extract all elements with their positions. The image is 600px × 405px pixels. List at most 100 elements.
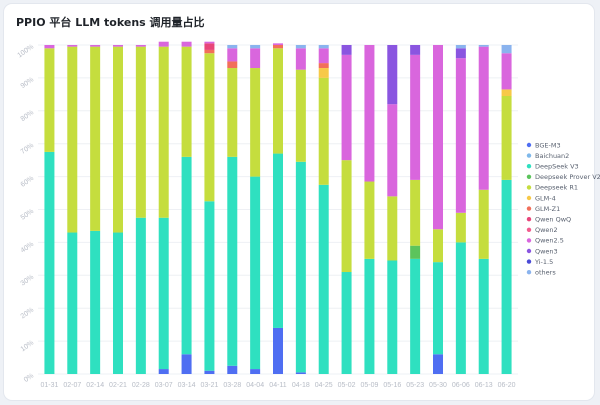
bar-segment (67, 46, 78, 233)
bar-segment (204, 41, 215, 44)
legend-marker (526, 238, 532, 243)
x-tick-label: 04-04 (246, 382, 264, 389)
x-tick-label: 05-16 (383, 382, 401, 389)
y-tick-label: 40% (20, 241, 35, 255)
bar-segment (455, 58, 466, 213)
y-tick-label: 100% (16, 43, 35, 59)
bar-segment (295, 45, 306, 49)
legend-marker (526, 217, 532, 222)
bar-segment (67, 45, 78, 47)
bar-segment (44, 151, 55, 374)
bar-segment (410, 179, 421, 246)
bar-segment (227, 61, 238, 69)
bar-segment (364, 258, 375, 374)
legend-label: Yi-1.5 (534, 258, 553, 266)
bar-segment (113, 232, 123, 374)
bar-segment (250, 369, 261, 374)
x-tick-label: 04-25 (315, 382, 333, 389)
bar-segment (250, 68, 261, 177)
bar-segment (364, 45, 375, 182)
legend-marker (526, 174, 532, 179)
y-tick-label: 70% (20, 142, 35, 156)
legend-label: DeepSeek V3 (535, 163, 579, 171)
bar-segment (273, 327, 283, 374)
legend-label: Qwen2 (535, 226, 558, 234)
bar-segment (204, 370, 215, 374)
legend-marker (526, 206, 532, 211)
y-tick-label: 80% (20, 109, 35, 123)
x-tick-label: 05-02 (338, 382, 356, 389)
bar-segment (204, 43, 215, 50)
bar-segment (113, 45, 123, 47)
x-tick-label: 03-14 (178, 382, 196, 389)
bar-segment (433, 229, 443, 263)
bar-segment (250, 176, 261, 370)
bar-segment (181, 41, 192, 47)
legend-marker (526, 270, 532, 275)
legend-marker (526, 164, 532, 169)
bar-segment (158, 41, 169, 47)
bar-segment (135, 46, 146, 218)
x-tick-label: 03-21 (200, 382, 218, 389)
x-tick-label: 02-28 (132, 382, 150, 389)
bar-segment (387, 104, 398, 197)
x-tick-label: 03-28 (223, 382, 241, 389)
x-tick-label: 05-23 (406, 382, 424, 389)
y-tick-label: 50% (20, 208, 35, 222)
x-tick-label: 02-21 (109, 382, 127, 389)
bar-segment (318, 184, 329, 374)
bar-segment (295, 69, 306, 162)
bar-segment (158, 46, 169, 218)
y-tick-label: 0% (23, 372, 35, 384)
bar-segment (387, 196, 398, 261)
bar-segment (227, 45, 238, 49)
legend-label: GLM-4 (535, 194, 556, 202)
legend-marker (526, 259, 532, 264)
bar-segment (135, 45, 146, 47)
bar-segment (455, 242, 466, 374)
bar-segment (181, 156, 192, 355)
x-tick-label: 06-13 (475, 382, 493, 389)
bar-segment (501, 45, 512, 54)
bar-segment (318, 68, 329, 78)
bar-segment (478, 46, 489, 190)
y-tick-label: 30% (20, 274, 35, 288)
x-tick-label: 02-14 (86, 382, 104, 389)
x-tick-label: 03-07 (155, 382, 173, 389)
x-tick-label: 06-20 (498, 382, 516, 389)
bar-segment (158, 369, 169, 374)
bar-segment (90, 230, 101, 374)
bar-segment (501, 95, 512, 180)
bar-segment (135, 217, 146, 374)
legend-marker (526, 195, 532, 201)
bar-segment (455, 48, 466, 59)
bar-segment (318, 77, 329, 185)
bar-segment (318, 48, 329, 64)
legend-label: others (535, 269, 556, 277)
x-tick-label: 01-31 (40, 382, 58, 389)
bar-segment (158, 217, 169, 370)
legend-label: Baichuan2 (535, 152, 569, 160)
y-tick-label: 20% (20, 307, 35, 321)
bar-segment (410, 258, 421, 374)
bar-segment (364, 181, 375, 259)
bar-segment (44, 45, 55, 49)
bar-segment (318, 63, 329, 69)
bar-segment (90, 46, 101, 231)
x-tick-label: 04-18 (292, 382, 310, 389)
y-tick-label: 90% (20, 76, 35, 90)
bar-segment (501, 179, 512, 374)
bar-segment (295, 48, 306, 70)
bar-segment (273, 48, 283, 154)
chart-title: PPIO 平台 LLM tokens 调用量占比 (16, 16, 205, 29)
bar-segment (410, 245, 421, 259)
bar-segment (341, 45, 352, 55)
bar-segment (181, 46, 192, 157)
legend-label: Deepseek Prover V2 (535, 173, 600, 181)
bar-segment (478, 45, 489, 47)
legend-label: Qwen3 (535, 247, 558, 255)
bar-segment (67, 232, 78, 374)
bar-segment (90, 45, 101, 47)
bar-segment (501, 89, 512, 96)
